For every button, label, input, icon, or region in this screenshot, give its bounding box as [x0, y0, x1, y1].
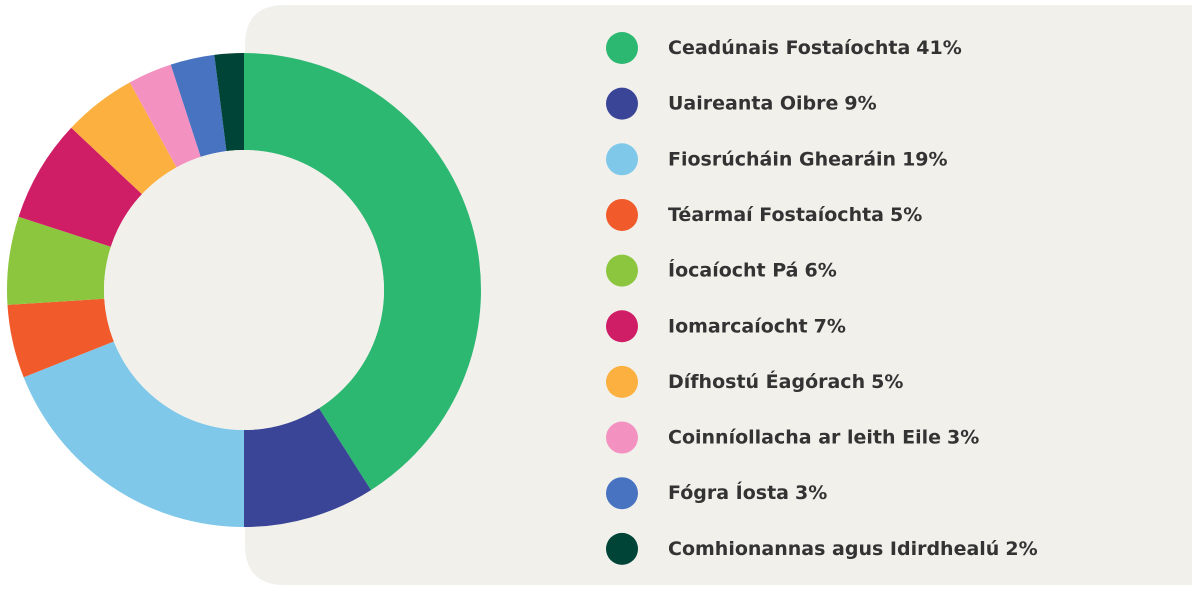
legend-swatch [606, 254, 638, 287]
legend-swatch [606, 32, 638, 64]
legend-label: Dífhostú Éagórach 5% [668, 369, 903, 392]
legend-value: 5% [890, 203, 922, 225]
donut-slice [7, 298, 114, 378]
legend-value: 19% [902, 148, 947, 170]
donut-slice [214, 53, 244, 152]
legend-swatch [606, 310, 638, 343]
donut-hole [104, 150, 384, 430]
legend-label: Ceadúnais Fostaíochta 41% [668, 37, 962, 59]
legend-swatch [606, 198, 638, 231]
donut-slice [244, 408, 371, 527]
donut-slice [18, 127, 142, 247]
legend-value: 9% [844, 92, 876, 114]
legend-swatch [606, 143, 638, 176]
legend-name: Coinníollacha ar leith Eile [668, 426, 941, 448]
legend-name: Uaireanta Oibre [668, 92, 838, 114]
legend-name: Fógra Íosta [668, 481, 789, 504]
legend-swatch [606, 532, 638, 565]
legend-value: 3% [947, 426, 979, 448]
legend-label: Coinníollacha ar leith Eile 3% [668, 426, 979, 448]
legend-name: Comhionannas agus Idirdhealú [668, 537, 999, 559]
legend-name: Fiosrúcháin Ghearáin [668, 148, 896, 170]
legend-swatch [606, 421, 638, 454]
donut-slice [7, 216, 111, 305]
legend-value: 5% [871, 370, 903, 392]
legend-label: Téarmaí Fostaíochta 5% [668, 203, 922, 225]
legend-value: 2% [1005, 537, 1037, 559]
legend-value: 41% [916, 37, 961, 59]
donut-slice [244, 53, 481, 491]
legend-swatch [606, 87, 638, 120]
legend-label: Fógra Íosta 3% [668, 481, 827, 504]
legend-value: 7% [814, 315, 846, 337]
legend-value: 6% [805, 259, 837, 281]
legend-label: Comhionannas agus Idirdhealú 2% [668, 537, 1038, 559]
legend-label: Íocaíocht Pá 6% [668, 258, 837, 281]
donut-slice [71, 82, 177, 195]
legend-swatch [606, 365, 638, 398]
legend-label: Uaireanta Oibre 9% [668, 92, 877, 114]
legend-name: Téarmaí Fostaíochta [668, 203, 884, 225]
legend-label: Fiosrúcháin Ghearáin 19% [668, 148, 948, 170]
legend-label: Iomarcaíocht 7% [668, 315, 846, 337]
donut-slice [23, 341, 244, 527]
legend-name: Íocaíocht Pá [668, 258, 799, 281]
legend-name: Dífhostú Éagórach [668, 369, 865, 392]
legend-value: 3% [795, 482, 827, 504]
legend-name: Iomarcaíocht [668, 315, 808, 337]
donut-slice [129, 64, 201, 168]
panel [245, 5, 1192, 585]
legend-swatch [606, 477, 638, 510]
legend-name: Ceadúnais Fostaíochta [668, 37, 910, 59]
donut-slice [170, 54, 227, 157]
